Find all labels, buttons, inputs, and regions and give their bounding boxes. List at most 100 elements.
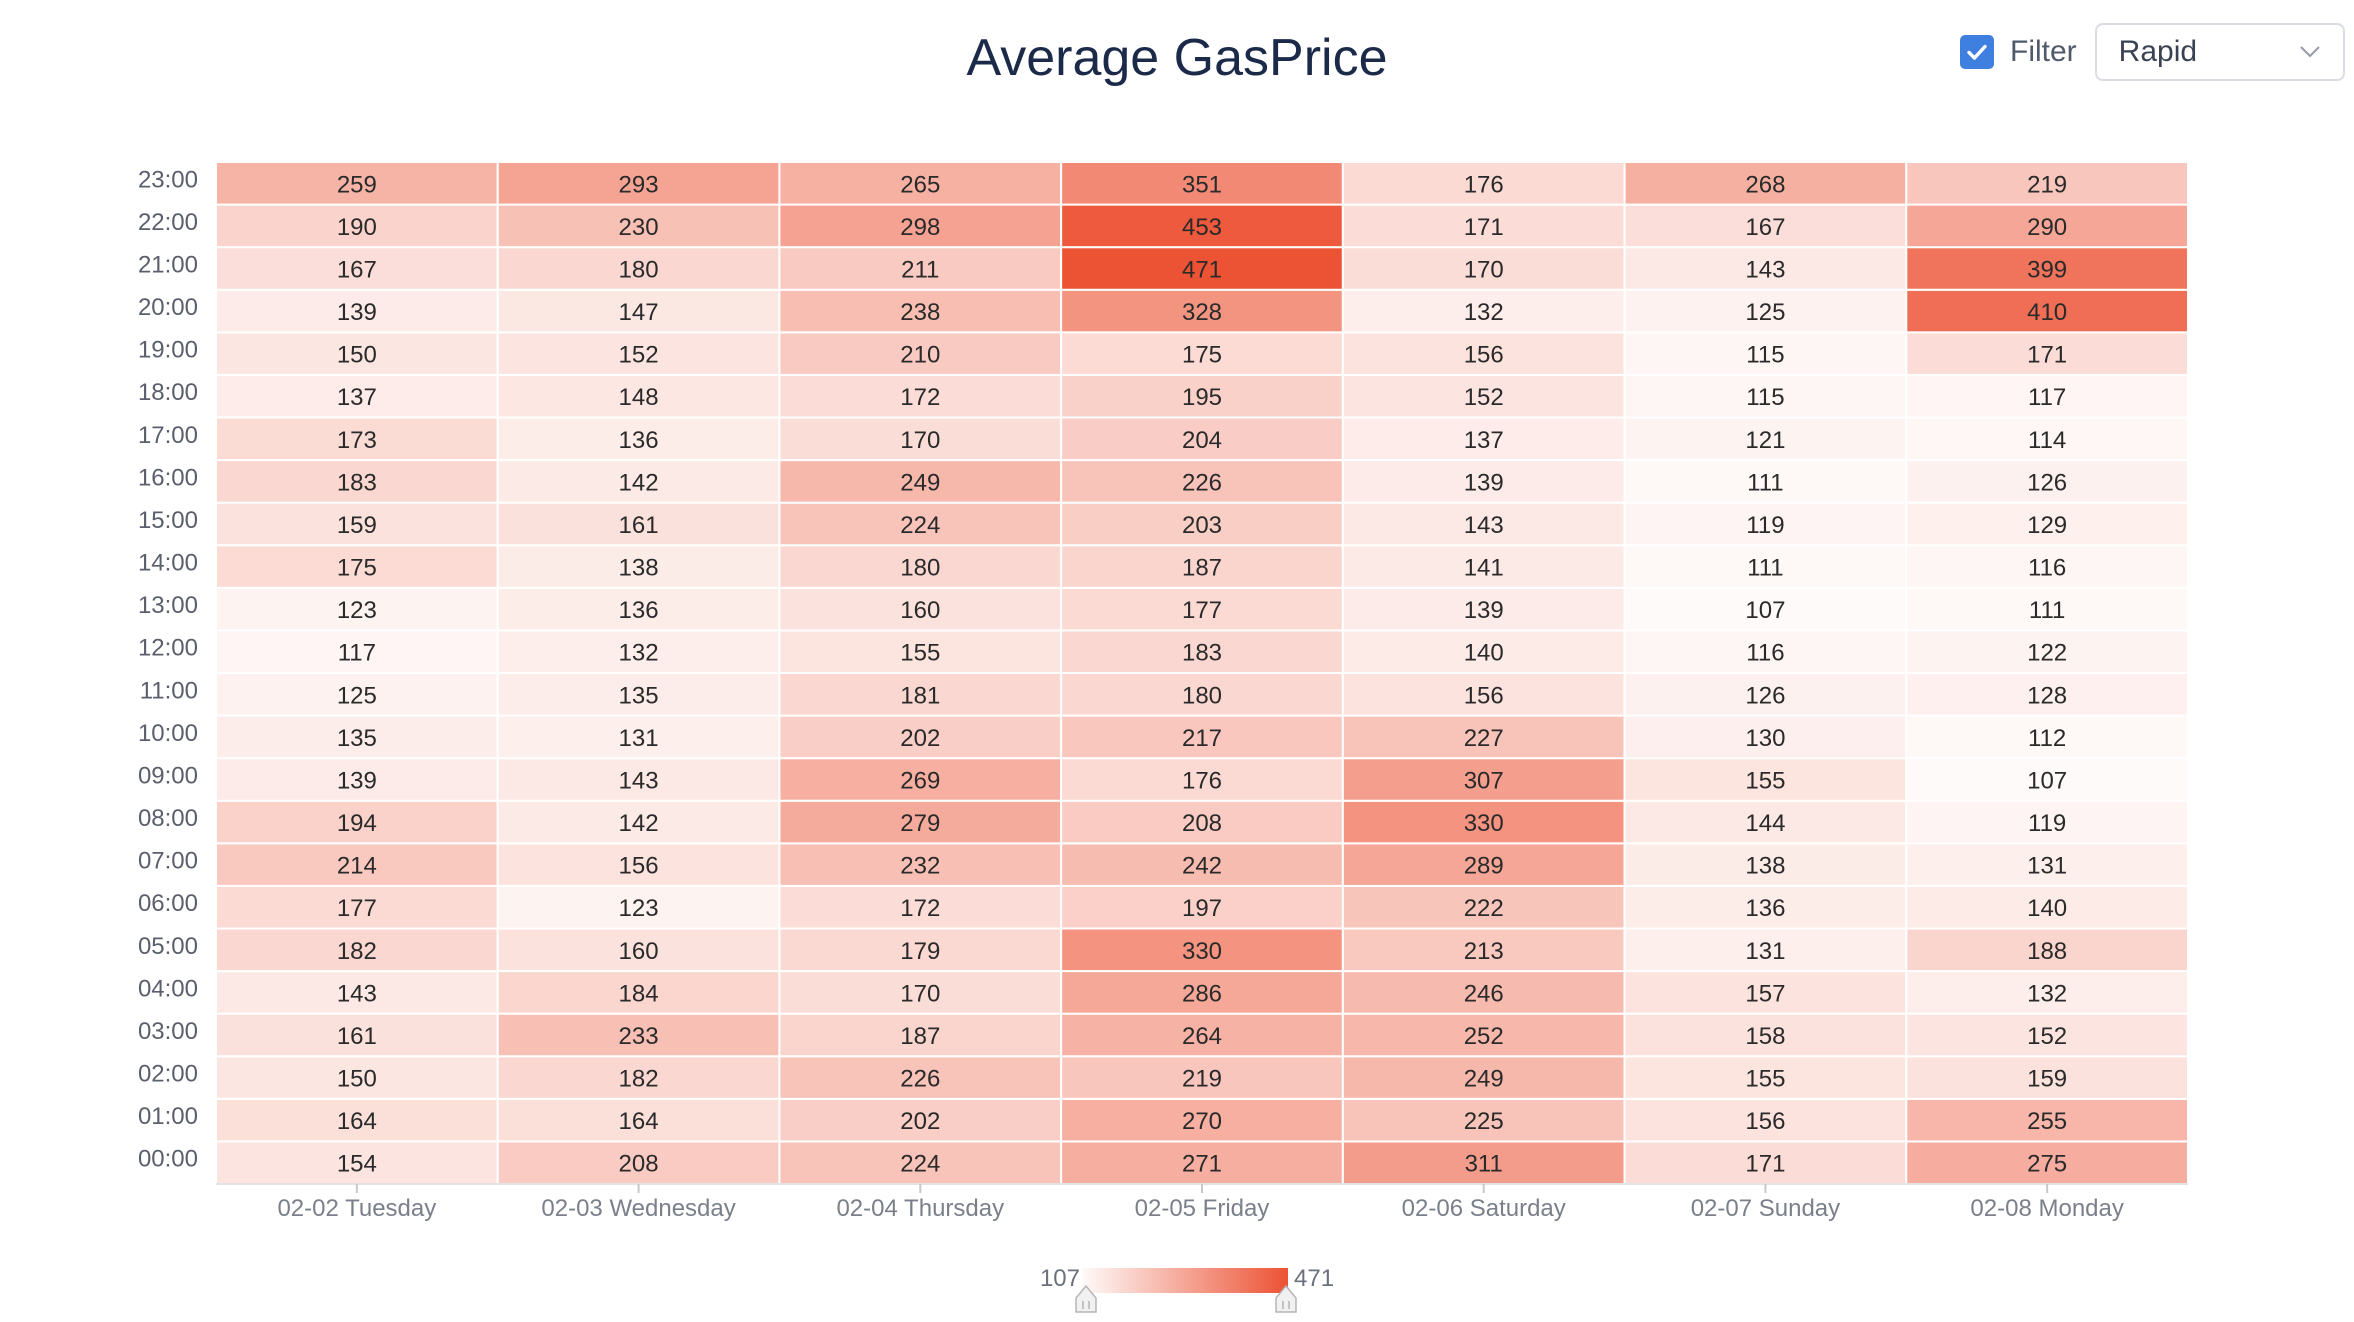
heatmap-cell[interactable] bbox=[1623, 714, 1908, 760]
heatmap-cell[interactable] bbox=[1341, 501, 1626, 547]
heatmap-cell[interactable] bbox=[1905, 1097, 2190, 1143]
heatmap-cell[interactable] bbox=[1905, 1012, 2190, 1058]
heatmap-cell[interactable] bbox=[1341, 459, 1626, 504]
heatmap-cell[interactable] bbox=[1905, 161, 2190, 206]
filter-label[interactable]: Filter bbox=[2010, 35, 2077, 68]
heatmap-cell[interactable] bbox=[1905, 544, 2190, 589]
heatmap-cell[interactable] bbox=[215, 714, 499, 760]
heatmap-cell[interactable] bbox=[215, 884, 499, 930]
heatmap-cell[interactable] bbox=[778, 1140, 1063, 1185]
heatmap-cell[interactable] bbox=[1060, 884, 1344, 930]
heatmap-cell[interactable] bbox=[215, 501, 499, 547]
heatmap-cell[interactable] bbox=[496, 288, 781, 334]
heatmap-cell[interactable] bbox=[778, 629, 1063, 675]
heatmap-cell[interactable] bbox=[1341, 842, 1626, 887]
heatmap-cell[interactable] bbox=[1905, 416, 2190, 462]
heatmap-cell[interactable] bbox=[1060, 161, 1344, 206]
heatmap-cell[interactable] bbox=[215, 544, 499, 589]
heatmap-cell[interactable] bbox=[1905, 331, 2190, 376]
heatmap-cell[interactable] bbox=[1623, 799, 1908, 845]
heatmap-cell[interactable] bbox=[496, 373, 781, 419]
heatmap-cell[interactable] bbox=[215, 629, 499, 675]
heatmap-cell[interactable] bbox=[1623, 416, 1908, 462]
heatmap-cell[interactable] bbox=[1060, 331, 1344, 376]
heatmap-cell[interactable] bbox=[1623, 161, 1908, 206]
heatmap-cell[interactable] bbox=[1905, 927, 2190, 973]
heatmap-cell[interactable] bbox=[496, 884, 781, 930]
heatmap-cell[interactable] bbox=[1905, 970, 2190, 1015]
heatmap-cell[interactable] bbox=[1341, 544, 1626, 589]
heatmap-cell[interactable] bbox=[1060, 288, 1344, 334]
heatmap-cell[interactable] bbox=[778, 927, 1063, 973]
visual-map-min-handle[interactable] bbox=[1075, 1284, 1097, 1313]
heatmap-cell[interactable] bbox=[1060, 416, 1344, 462]
heatmap-cell[interactable] bbox=[778, 161, 1063, 206]
heatmap-cell[interactable] bbox=[1341, 884, 1626, 930]
heatmap-cell[interactable] bbox=[1623, 501, 1908, 547]
heatmap-cell[interactable] bbox=[1905, 459, 2190, 504]
heatmap-cell[interactable] bbox=[778, 1055, 1063, 1100]
heatmap-cell[interactable] bbox=[1623, 288, 1908, 334]
heatmap-cell[interactable] bbox=[1060, 629, 1344, 675]
heatmap-cell[interactable] bbox=[1905, 1055, 2190, 1100]
heatmap-cell[interactable] bbox=[496, 331, 781, 376]
heatmap-cell[interactable] bbox=[1623, 586, 1908, 632]
filter-checkbox[interactable] bbox=[1960, 35, 1994, 69]
heatmap-cell[interactable] bbox=[778, 416, 1063, 462]
speed-select[interactable]: Rapid bbox=[2094, 23, 2345, 81]
heatmap-cell[interactable] bbox=[778, 501, 1063, 547]
heatmap-cell[interactable] bbox=[1060, 757, 1344, 802]
heatmap-cell[interactable] bbox=[778, 288, 1063, 334]
heatmap-cell[interactable] bbox=[1341, 672, 1626, 717]
heatmap-cell[interactable] bbox=[1060, 714, 1344, 760]
heatmap-cell[interactable] bbox=[1341, 1097, 1626, 1143]
heatmap-cell[interactable] bbox=[1905, 586, 2190, 632]
heatmap-cell[interactable] bbox=[215, 161, 499, 206]
heatmap-cell[interactable] bbox=[1623, 927, 1908, 973]
heatmap-cell[interactable] bbox=[1905, 203, 2190, 249]
visual-map-max-handle[interactable] bbox=[1275, 1284, 1297, 1313]
heatmap-cell[interactable] bbox=[1060, 1097, 1344, 1143]
heatmap-cell[interactable] bbox=[778, 586, 1063, 632]
heatmap-cell[interactable] bbox=[215, 927, 499, 973]
heatmap-cell[interactable] bbox=[1341, 970, 1626, 1015]
heatmap-cell[interactable] bbox=[215, 586, 499, 632]
heatmap-cell[interactable] bbox=[215, 672, 499, 717]
heatmap-cell[interactable] bbox=[1341, 757, 1626, 802]
heatmap-cell[interactable] bbox=[1060, 459, 1344, 504]
heatmap-cell[interactable] bbox=[496, 672, 781, 717]
heatmap-cell[interactable] bbox=[1060, 1140, 1344, 1185]
heatmap-cell[interactable] bbox=[496, 1012, 781, 1058]
heatmap-cell[interactable] bbox=[1905, 757, 2190, 802]
heatmap-cell[interactable] bbox=[1341, 799, 1626, 845]
heatmap-cell[interactable] bbox=[215, 799, 499, 845]
heatmap-cell[interactable] bbox=[1905, 501, 2190, 547]
heatmap-cell[interactable] bbox=[778, 1012, 1063, 1058]
heatmap-cell[interactable] bbox=[778, 544, 1063, 589]
heatmap-cell[interactable] bbox=[1905, 672, 2190, 717]
heatmap-cell[interactable] bbox=[1341, 1055, 1626, 1100]
heatmap-cell[interactable] bbox=[1060, 927, 1344, 973]
heatmap-cell[interactable] bbox=[496, 203, 781, 249]
heatmap-cell[interactable] bbox=[215, 246, 499, 291]
heatmap-cell[interactable] bbox=[1905, 288, 2190, 334]
heatmap-cell[interactable] bbox=[1341, 586, 1626, 632]
heatmap-cell[interactable] bbox=[1905, 373, 2190, 419]
heatmap-cell[interactable] bbox=[1060, 586, 1344, 632]
heatmap-cell[interactable] bbox=[1905, 884, 2190, 930]
heatmap-cell[interactable] bbox=[496, 1097, 781, 1143]
heatmap-cell[interactable] bbox=[215, 373, 499, 419]
heatmap-cell[interactable] bbox=[778, 970, 1063, 1015]
heatmap-cell[interactable] bbox=[215, 459, 499, 504]
heatmap-cell[interactable] bbox=[1905, 842, 2190, 887]
heatmap-cell[interactable] bbox=[1905, 629, 2190, 675]
heatmap-cell[interactable] bbox=[1623, 629, 1908, 675]
heatmap-cell[interactable] bbox=[1623, 373, 1908, 419]
heatmap-cell[interactable] bbox=[215, 970, 499, 1015]
heatmap-cell[interactable] bbox=[778, 246, 1063, 291]
heatmap-cell[interactable] bbox=[1341, 373, 1626, 419]
heatmap-cell[interactable] bbox=[1060, 1012, 1344, 1058]
heatmap-cell[interactable] bbox=[1341, 714, 1626, 760]
heatmap-cell[interactable] bbox=[496, 161, 781, 206]
heatmap-cell[interactable] bbox=[1623, 1055, 1908, 1100]
